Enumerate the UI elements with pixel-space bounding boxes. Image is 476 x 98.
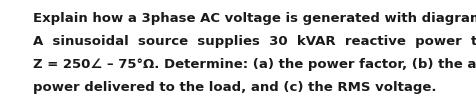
Text: Explain how a 3phase AC voltage is generated with diagrams.: Explain how a 3phase AC voltage is gener… (33, 12, 476, 25)
Text: power delivered to the load, and (c) the RMS voltage.: power delivered to the load, and (c) the… (33, 81, 437, 94)
Text: A  sinusoidal  source  supplies  30  kVAR  reactive  power  to  load: A sinusoidal source supplies 30 kVAR rea… (33, 35, 476, 48)
Text: Z = 250∠ – 75°Ω. Determine: (a) the power factor, (b) the apparent: Z = 250∠ – 75°Ω. Determine: (a) the powe… (33, 58, 476, 71)
